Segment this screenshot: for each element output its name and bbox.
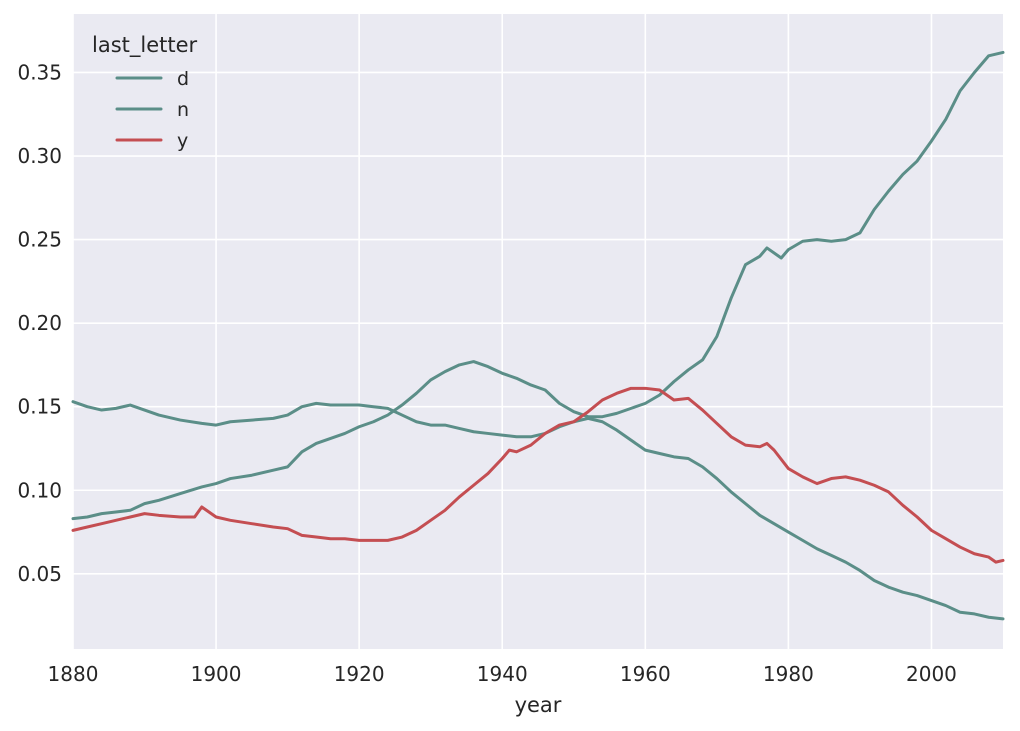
plot-background bbox=[73, 14, 1003, 649]
x-tick-label: 1920 bbox=[334, 662, 385, 686]
legend-label-n: n bbox=[177, 99, 189, 121]
x-tick-labels: 1880 1900 1920 1940 1960 1980 2000 bbox=[48, 662, 957, 686]
x-tick-label: 2000 bbox=[906, 662, 957, 686]
x-tick-label: 1980 bbox=[763, 662, 814, 686]
series-line-n bbox=[71, 50, 1005, 521]
series-lines bbox=[71, 50, 1005, 621]
y-tick-label: 0.20 bbox=[17, 311, 62, 335]
series-line-y bbox=[71, 386, 1005, 564]
y-tick-label: 0.35 bbox=[17, 60, 62, 84]
y-tick-labels: 0.05 0.10 0.15 0.20 0.25 0.30 0.35 bbox=[17, 60, 62, 585]
legend-items: dny bbox=[115, 68, 189, 152]
x-tick-label: 1880 bbox=[48, 662, 99, 686]
legend: last_letter dny bbox=[92, 33, 198, 152]
legend-label-y: y bbox=[177, 130, 188, 152]
legend-title: last_letter bbox=[92, 33, 198, 58]
y-tick-label: 0.10 bbox=[17, 478, 62, 502]
x-tick-label: 1960 bbox=[620, 662, 671, 686]
y-tick-label: 0.15 bbox=[17, 395, 62, 419]
grid-lines bbox=[72, 14, 1003, 649]
x-tick-label: 1940 bbox=[477, 662, 528, 686]
y-tick-label: 0.30 bbox=[17, 144, 62, 168]
y-tick-label: 0.05 bbox=[17, 562, 62, 586]
x-axis-title: year bbox=[515, 693, 562, 717]
x-tick-label: 1900 bbox=[191, 662, 242, 686]
legend-label-d: d bbox=[177, 68, 189, 90]
y-tick-label: 0.25 bbox=[17, 228, 62, 252]
